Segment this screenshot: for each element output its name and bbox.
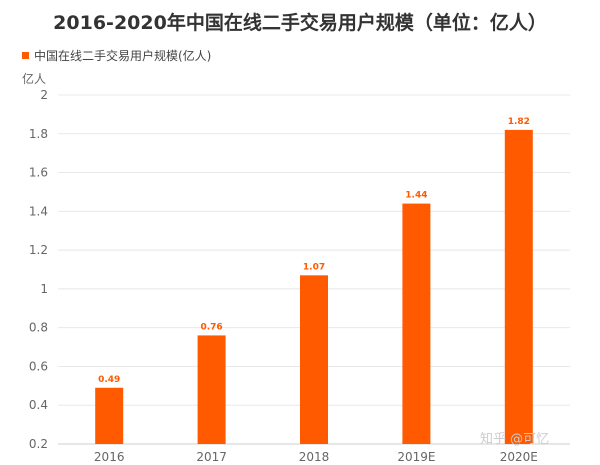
- y-tick-label: 1.2: [29, 243, 48, 257]
- bar: [402, 203, 431, 444]
- x-tick-label: 2016: [94, 450, 125, 464]
- data-label: 1.07: [303, 262, 325, 272]
- y-tick-label: 0.8: [29, 321, 48, 335]
- bar: [504, 129, 533, 444]
- y-axis-unit-label: 亿人: [22, 72, 47, 86]
- legend: 中国在线二手交易用户规模(亿人): [22, 47, 211, 64]
- legend-label: 中国在线二手交易用户规模(亿人): [34, 49, 212, 63]
- y-tick-label: 0.4: [29, 398, 48, 412]
- y-tick-label: 1.4: [29, 204, 48, 218]
- bar: [197, 335, 226, 444]
- bar: [300, 275, 328, 444]
- data-label: 1.44: [405, 191, 427, 201]
- y-tick-label: 0.6: [29, 359, 48, 373]
- x-tick-label: 2017: [196, 450, 227, 464]
- y-tick-label: 2: [40, 88, 48, 102]
- chart-title: 2016-2020年中国在线二手交易用户规模（单位：亿人）: [53, 12, 547, 34]
- x-tick-label: 2020E: [500, 450, 538, 464]
- legend-swatch: [22, 52, 29, 59]
- data-label: 1.82: [508, 117, 530, 127]
- x-tick-label: 2018: [299, 450, 330, 464]
- y-tick-label: 0.2: [29, 437, 48, 451]
- y-tick-label: 1.8: [29, 127, 48, 141]
- x-tick-label: 2019E: [397, 450, 435, 464]
- data-label: 0.49: [98, 375, 120, 385]
- y-tick-label: 1.6: [29, 166, 48, 180]
- watermark: 知乎 @可忆: [480, 432, 550, 447]
- data-label: 0.76: [200, 322, 222, 332]
- bar: [95, 387, 124, 444]
- y-tick-label: 1: [40, 282, 48, 296]
